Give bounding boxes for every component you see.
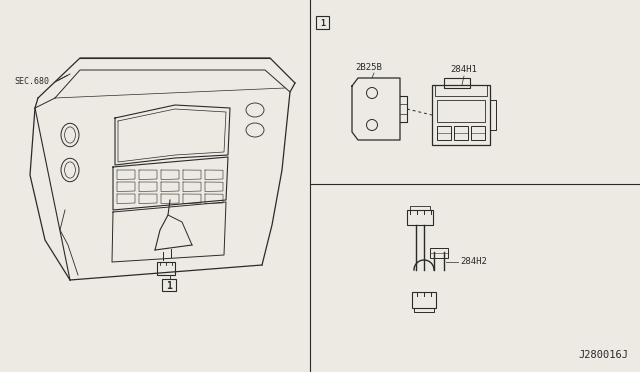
Bar [432, 85, 490, 145]
Bar [437, 100, 485, 122]
Bar [437, 126, 451, 140]
Text: 2B25B: 2B25B [355, 64, 382, 73]
Text: 1: 1 [320, 19, 325, 28]
Bar [444, 78, 470, 88]
Text: J280016J: J280016J [578, 350, 628, 360]
Text: 1: 1 [166, 281, 172, 291]
Text: 284H2: 284H2 [460, 257, 487, 266]
Text: SEC.680: SEC.680 [14, 77, 49, 87]
Bar [454, 126, 468, 140]
Bar [407, 210, 433, 225]
Bar [471, 126, 485, 140]
Bar [316, 16, 329, 29]
Bar [162, 279, 176, 291]
Bar [412, 292, 436, 308]
Bar [430, 248, 448, 258]
Text: 284H1: 284H1 [450, 65, 477, 74]
Bar [157, 262, 175, 275]
